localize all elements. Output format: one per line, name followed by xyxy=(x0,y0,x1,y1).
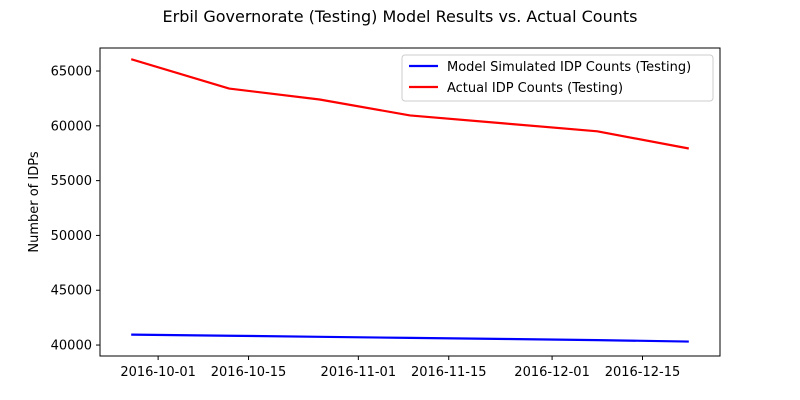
y-tick-label: 45000 xyxy=(51,284,92,299)
x-tick-label: 2016-11-01 xyxy=(321,365,397,380)
legend-box xyxy=(401,54,714,102)
plot-frame xyxy=(99,47,721,357)
x-tick-label: 2016-12-01 xyxy=(514,365,590,380)
x-tick-label: 2016-10-15 xyxy=(211,365,287,380)
x-tick-label: 2016-12-15 xyxy=(605,365,681,380)
legend-label-actual: Actual IDP Counts (Testing) xyxy=(447,81,623,96)
x-tick-label: 2016-10-01 xyxy=(120,365,196,380)
plot-area xyxy=(130,58,689,343)
y-axis-label: Number of IDPs xyxy=(27,151,42,252)
series-line-0 xyxy=(131,333,689,343)
axes: 2016-10-01 2016-10-15 2016-11-01 2016-11-15… xyxy=(51,65,681,380)
legend-label-model: Model Simulated IDP Counts (Testing) xyxy=(447,60,691,75)
series-line-1 xyxy=(130,58,689,150)
y-tick-label: 60000 xyxy=(51,119,92,134)
y-tick-label: 65000 xyxy=(51,65,92,80)
y-tick-label: 40000 xyxy=(51,339,92,354)
legend: Model Simulated IDP Counts (Testing) Act… xyxy=(401,54,714,102)
y-tick-label: 55000 xyxy=(51,174,92,189)
y-tick-label: 50000 xyxy=(51,229,92,244)
chart-title: Erbil Governorate (Testing) Model Result… xyxy=(163,7,638,26)
x-tick-label: 2016-11-15 xyxy=(411,365,487,380)
